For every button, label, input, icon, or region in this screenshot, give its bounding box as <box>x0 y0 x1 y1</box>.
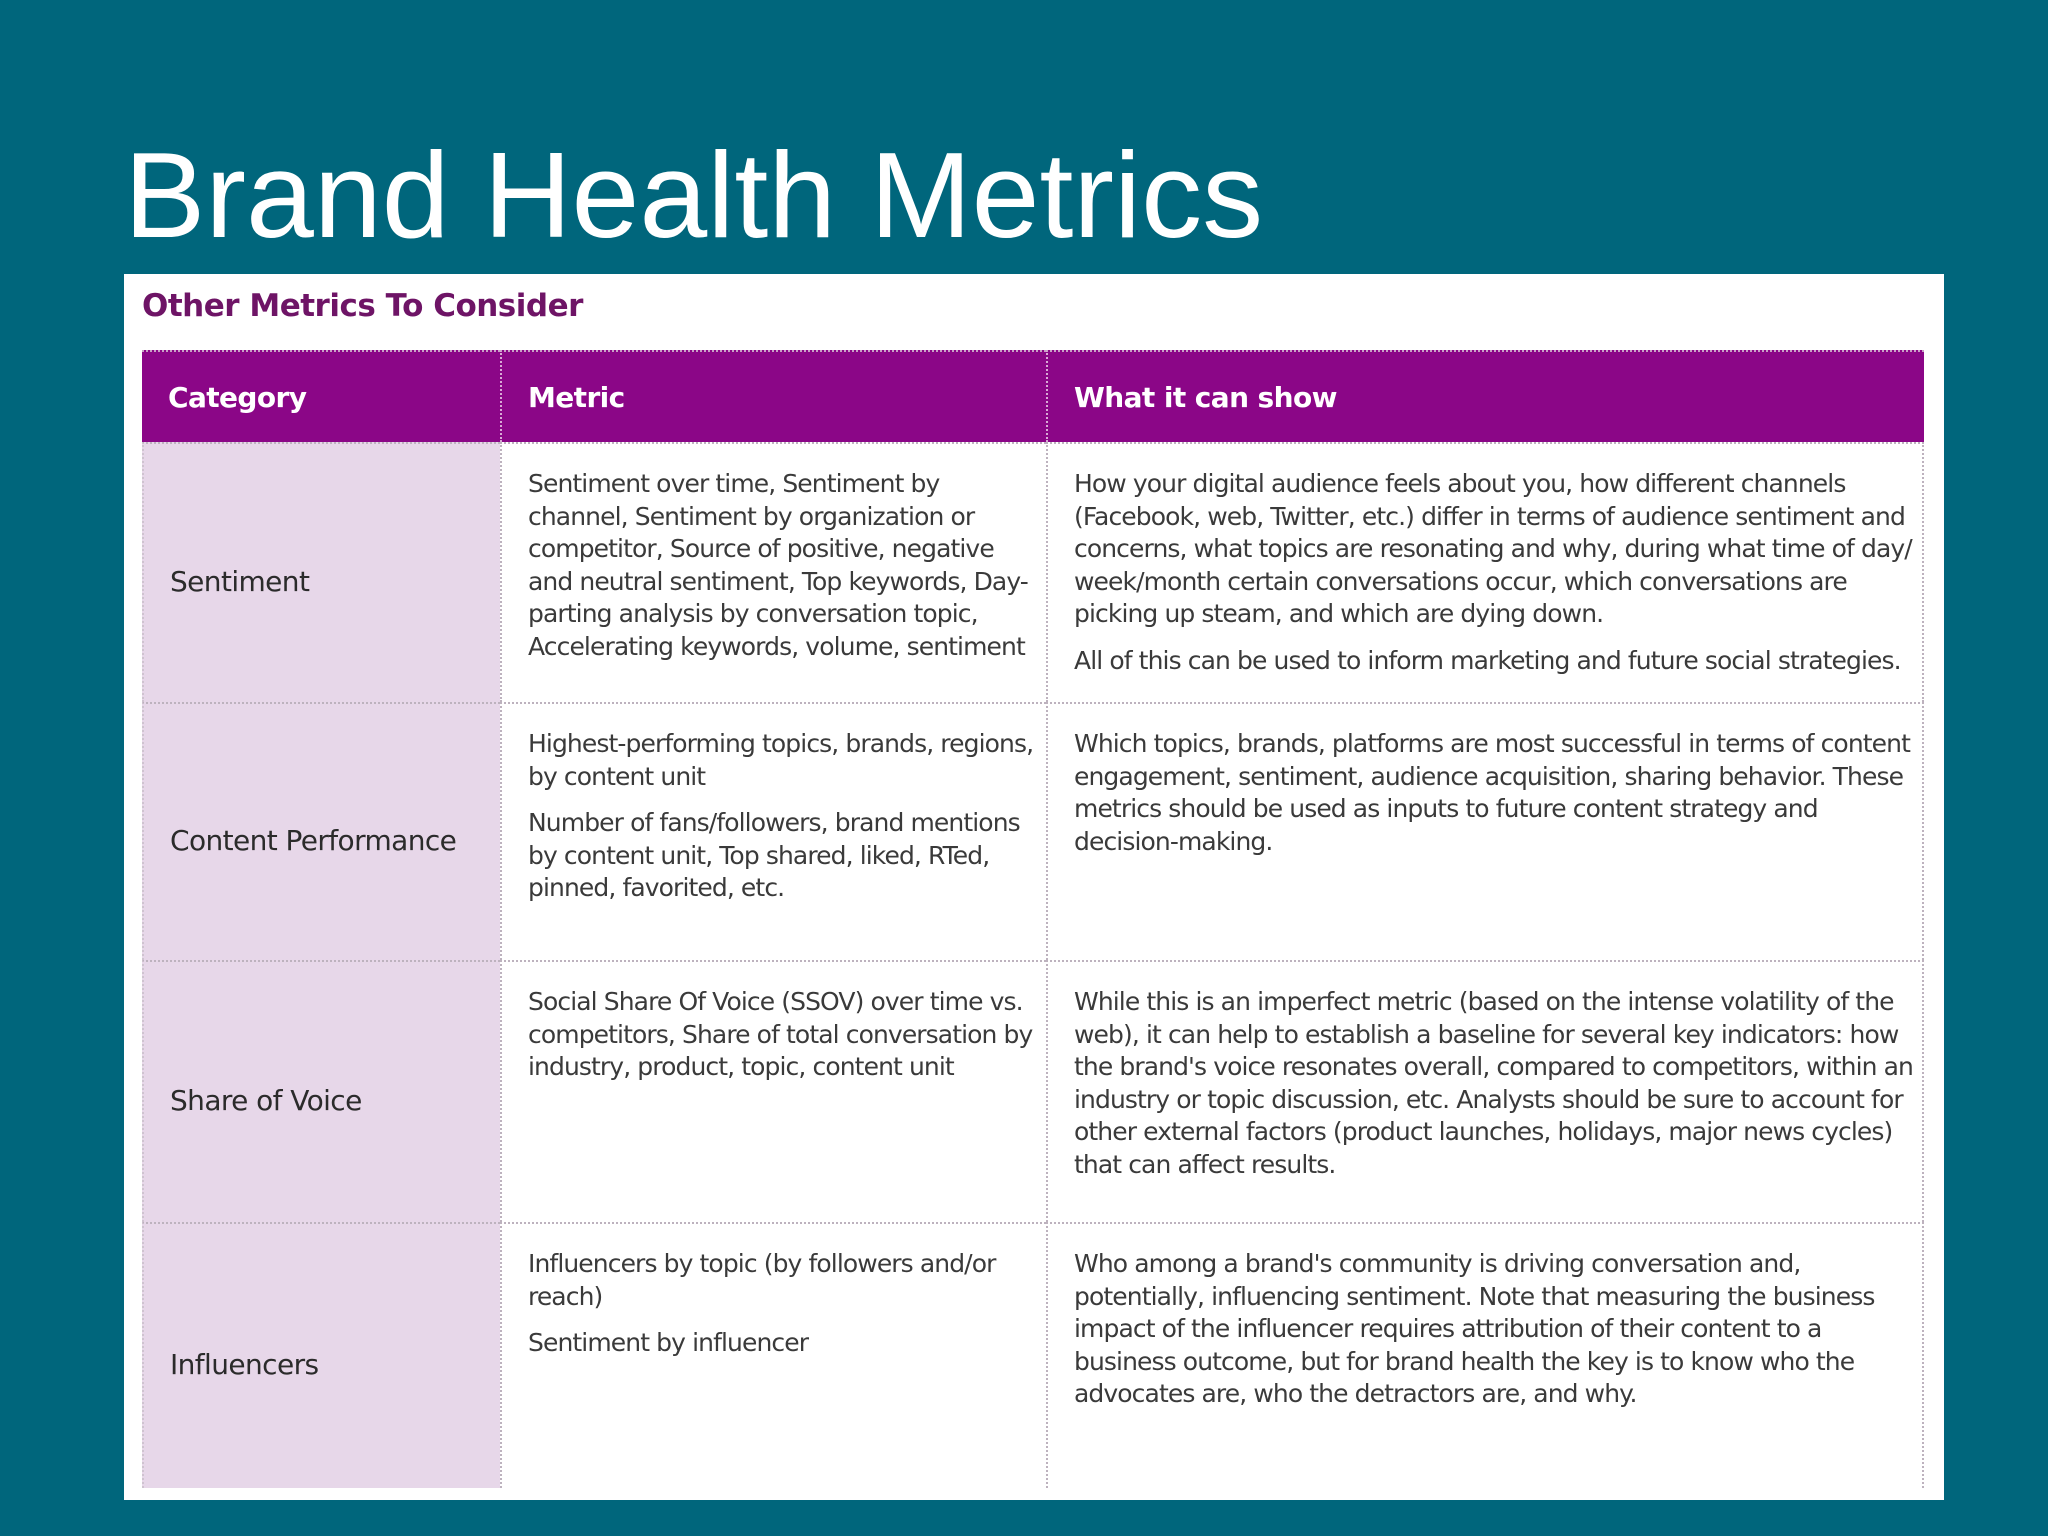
shows-text: How your digital audience feels about yo… <box>1074 469 1913 629</box>
metric-cell-sentiment: Sentiment over time, Sentiment by channe… <box>500 442 1046 702</box>
metric-text: Influencers by topic (by followers and/o… <box>528 1249 996 1311</box>
metric-cell-content-performance: Highest-performing topics, brands, regio… <box>500 702 1046 960</box>
header-what-it-can-show: What it can show <box>1046 350 1924 442</box>
metric-cell-share-of-voice: Social Share Of Voice (SSOV) over time v… <box>500 960 1046 1222</box>
shows-text: All of this can be used to inform market… <box>1074 645 1902 675</box>
metric-text: Sentiment by influencer <box>528 1328 809 1358</box>
metric-text: Number of fans/followers, brand mentions… <box>528 808 1021 903</box>
metric-text: Social Share Of Voice (SSOV) over time v… <box>528 987 1033 1082</box>
metric-text: Highest-performing topics, brands, regio… <box>528 729 1034 791</box>
shows-text: Who among a brand's community is driving… <box>1074 1249 1875 1409</box>
header-metric: Metric <box>500 350 1046 442</box>
slide-title: Brand Health Metrics <box>124 127 1264 263</box>
shows-cell-content-performance: Which topics, brands, platforms are most… <box>1046 702 1924 960</box>
metric-cell-influencers: Influencers by topic (by followers and/o… <box>500 1222 1046 1488</box>
shows-cell-sentiment: How your digital audience feels about yo… <box>1046 442 1924 702</box>
category-share-of-voice: Share of Voice <box>142 960 500 1222</box>
card-title: Other Metrics To Consider <box>142 288 583 324</box>
metrics-table: Category Metric What it can show Sentime… <box>142 350 1924 1488</box>
shows-text: Which topics, brands, platforms are most… <box>1074 729 1911 856</box>
category-sentiment: Sentiment <box>142 442 500 702</box>
category-influencers: Influencers <box>142 1222 500 1488</box>
metric-text: Sentiment over time, Sentiment by channe… <box>528 469 1029 661</box>
shows-text: While this is an imperfect metric (based… <box>1074 987 1914 1179</box>
header-category: Category <box>142 350 500 442</box>
shows-cell-share-of-voice: While this is an imperfect metric (based… <box>1046 960 1924 1222</box>
category-content-performance: Content Performance <box>142 702 500 960</box>
shows-cell-influencers: Who among a brand's community is driving… <box>1046 1222 1924 1488</box>
metrics-card: Other Metrics To Consider Category Metri… <box>124 274 1944 1500</box>
